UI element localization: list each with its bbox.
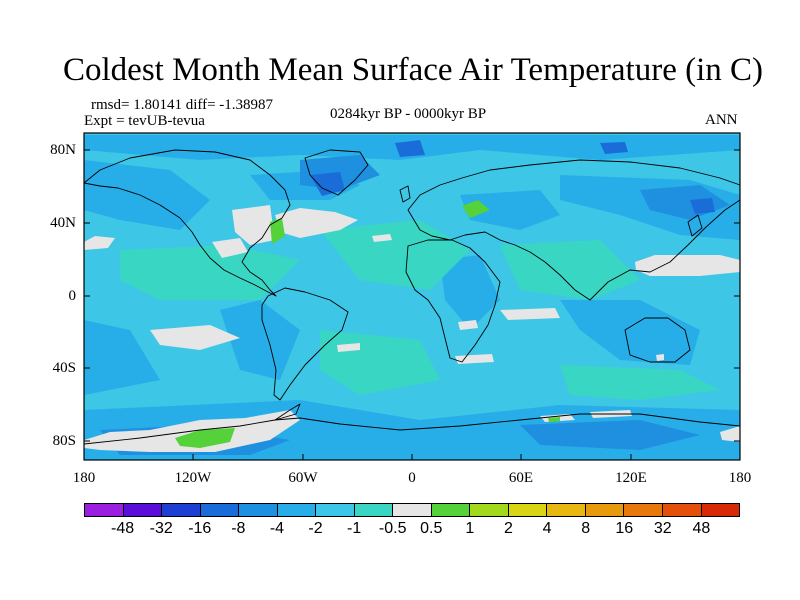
coast-north-america [83, 149, 291, 297]
map-field [84, 133, 740, 460]
colorbar-swatch [200, 504, 240, 516]
colorbar-swatch [277, 504, 317, 516]
colorbar-label: -0.5 [378, 520, 407, 537]
period-label: 0284kyr BP - 0000kyr BP [330, 106, 487, 122]
coastlines [83, 149, 741, 445]
lon-label-120e: 120E [615, 470, 647, 486]
axis-ticks [83, 149, 741, 460]
colorbar-label: -48 [111, 520, 135, 537]
lat-label-80n: 80N [50, 142, 76, 158]
coast-africa [405, 239, 501, 363]
coast-uk [399, 185, 411, 203]
lon-label-60w: 60W [288, 470, 318, 486]
colorbar-swatch [585, 504, 625, 516]
lat-label-80s: 80S [52, 433, 76, 449]
colorbar-label: -2 [308, 520, 323, 537]
coast-antarctic-peninsula [274, 403, 301, 421]
coast-south-america [261, 287, 349, 401]
colorbar-swatch [316, 504, 355, 516]
colorbar-swatch [662, 504, 702, 516]
colorbar-label: -16 [188, 520, 212, 537]
lon-label-120w: 120W [174, 470, 212, 486]
colorbar-label: 1 [465, 520, 475, 537]
coast-japan [687, 214, 703, 237]
colorbar-swatch [624, 504, 663, 516]
colorbar-swatch [431, 504, 471, 516]
stats-text: rmsd= 1.80141 diff= -1.38987 [91, 97, 274, 113]
lon-label-60e: 60E [508, 470, 534, 486]
map-title: Coldest Month Mean Surface Air Temperatu… [63, 52, 763, 88]
colorbar-swatch [354, 504, 394, 516]
season-label: ANN [705, 112, 738, 128]
lat-label-40s: 40S [52, 360, 76, 376]
coast-greenland [304, 149, 369, 196]
colorbar-swatch [508, 504, 548, 516]
coast-eurasia [407, 159, 741, 301]
experiment-label: Expt = tevUB-tevua [84, 113, 205, 129]
colorbar-swatch [547, 504, 586, 516]
colorbar-swatch [85, 504, 124, 516]
lon-label-180e: 180 [728, 470, 752, 486]
colorbar-label: 4 [542, 520, 552, 537]
positive-patches [175, 200, 560, 448]
colorbar-swatch [701, 504, 740, 516]
colorbar-label: -1 [346, 520, 362, 537]
coast-australia [624, 317, 691, 363]
colorbar-label: 2 [504, 520, 513, 537]
lat-label-40n: 40N [50, 215, 76, 231]
colorbar-swatch [470, 504, 509, 516]
colorbar [84, 503, 740, 517]
colorbar-label: 8 [581, 520, 591, 537]
coast-antarctica [83, 413, 741, 445]
lon-label-180w: 180 [72, 470, 96, 486]
colorbar-swatch [123, 504, 163, 516]
colorbar-label: 32 [653, 520, 672, 537]
lon-label-0: 0 [408, 470, 416, 486]
colorbar-label: -8 [231, 520, 246, 537]
lat-label-0: 0 [68, 288, 77, 304]
coldest-patches [310, 140, 715, 214]
colorbar-swatch [162, 504, 201, 516]
colorbar-label: -4 [269, 520, 285, 537]
colorbar-swatch [239, 504, 278, 516]
colorbar-swatch [393, 504, 432, 516]
colorbar-label: 0.5 [420, 520, 443, 537]
colorbar-label: -32 [149, 520, 173, 537]
colorbar-label: 48 [692, 520, 711, 537]
colorbar-label: 16 [615, 520, 634, 537]
